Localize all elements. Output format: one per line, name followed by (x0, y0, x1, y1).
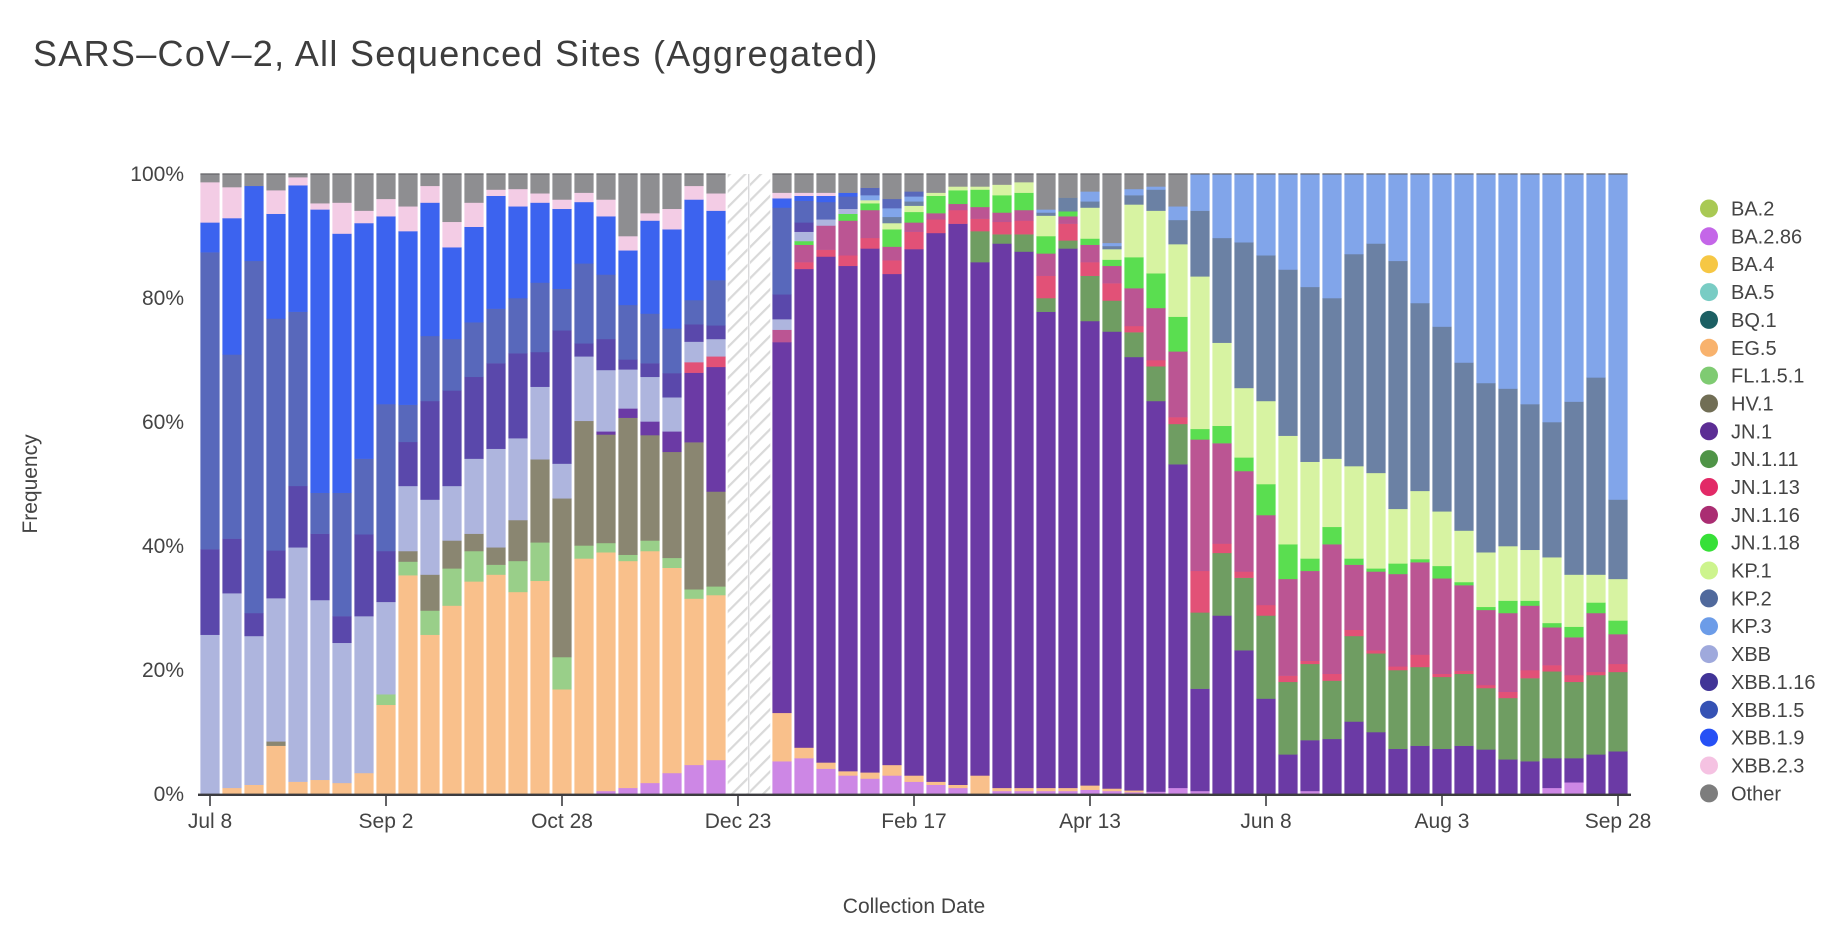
svg-text:JN.1.18: JN.1.18 (1731, 533, 1800, 555)
svg-text:FL.1.5.1: FL.1.5.1 (1731, 366, 1804, 388)
svg-text:SARS–CoV–2, All Sequenced Site: SARS–CoV–2, All Sequenced Sites (Aggrega… (33, 33, 879, 74)
svg-text:JN.1: JN.1 (1731, 421, 1772, 443)
svg-text:XBB: XBB (1731, 644, 1771, 666)
svg-text:40%: 40% (142, 535, 184, 558)
svg-text:0%: 0% (154, 783, 184, 806)
svg-text:XBB.1.9: XBB.1.9 (1731, 728, 1804, 750)
svg-text:Feb 17: Feb 17 (881, 810, 946, 833)
svg-text:Frequency: Frequency (19, 434, 42, 534)
svg-text:HV.1: HV.1 (1731, 394, 1774, 416)
svg-text:BA.5: BA.5 (1731, 282, 1774, 304)
svg-text:80%: 80% (142, 287, 184, 310)
svg-text:Jul 8: Jul 8 (188, 810, 232, 833)
svg-text:60%: 60% (142, 411, 184, 434)
svg-text:KP.1: KP.1 (1731, 561, 1772, 583)
svg-text:EG.5: EG.5 (1731, 338, 1777, 360)
svg-text:JN.1.11: JN.1.11 (1731, 449, 1798, 471)
svg-text:JN.1.16: JN.1.16 (1731, 505, 1800, 527)
svg-text:Dec 23: Dec 23 (705, 810, 772, 833)
svg-text:JN.1.13: JN.1.13 (1731, 477, 1800, 499)
svg-text:BA.2.86: BA.2.86 (1731, 226, 1802, 248)
svg-text:20%: 20% (142, 659, 184, 682)
svg-text:100%: 100% (130, 163, 184, 186)
svg-text:Jun 8: Jun 8 (1240, 810, 1291, 833)
svg-text:Oct 28: Oct 28 (531, 810, 593, 833)
svg-text:XBB.1.16: XBB.1.16 (1731, 672, 1816, 694)
svg-text:Apr 13: Apr 13 (1059, 810, 1121, 833)
svg-text:Sep 28: Sep 28 (1585, 810, 1652, 833)
svg-text:Collection Date: Collection Date (843, 895, 985, 918)
svg-text:BA.4: BA.4 (1731, 254, 1774, 276)
svg-text:XBB.2.3: XBB.2.3 (1731, 756, 1804, 778)
svg-text:KP.2: KP.2 (1731, 588, 1772, 610)
svg-text:Other: Other (1731, 783, 1781, 805)
svg-text:KP.3: KP.3 (1731, 616, 1772, 638)
svg-text:Sep 2: Sep 2 (359, 810, 414, 833)
svg-text:BQ.1: BQ.1 (1731, 310, 1777, 332)
svg-text:BA.2: BA.2 (1731, 199, 1774, 221)
svg-text:Aug 3: Aug 3 (1415, 810, 1470, 833)
svg-text:XBB.1.5: XBB.1.5 (1731, 700, 1804, 722)
